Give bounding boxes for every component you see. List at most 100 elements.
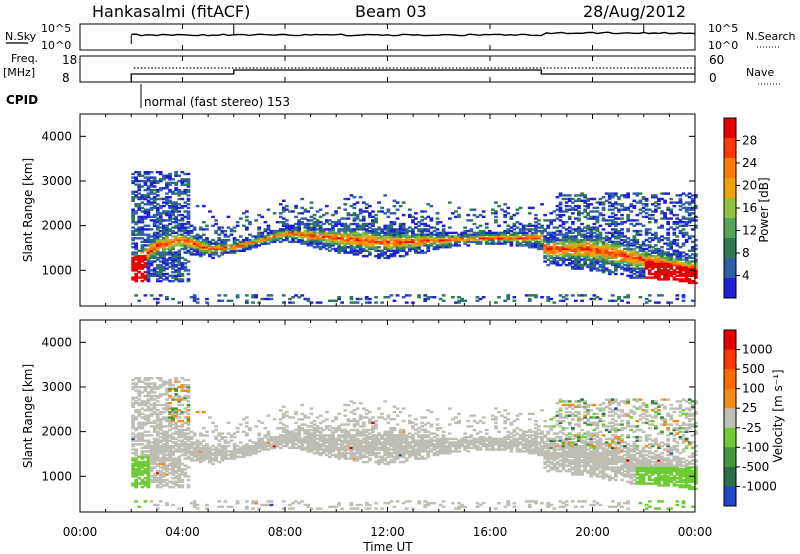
power-cell	[503, 215, 507, 219]
velocity-cell	[186, 387, 191, 391]
power-cell	[377, 228, 381, 231]
velocity-cell	[146, 439, 151, 442]
power-cell	[300, 206, 305, 210]
velocity-cell	[263, 427, 268, 430]
velocity-cell	[238, 441, 243, 444]
power-cell	[334, 242, 338, 245]
velocity-cell	[202, 427, 206, 430]
power-cell	[352, 228, 357, 231]
power-cell	[635, 222, 640, 226]
power-cell	[518, 228, 523, 231]
velocity-cell	[152, 412, 157, 416]
power-cell	[607, 192, 612, 195]
power-cell	[475, 231, 480, 235]
velocity-cell	[146, 443, 151, 446]
power-cell	[352, 240, 357, 244]
power-cell	[401, 254, 406, 258]
power-cell	[404, 235, 409, 238]
velocity-cell	[152, 391, 157, 394]
power-cell	[444, 235, 449, 238]
velocity-cell	[149, 466, 154, 469]
power-cell	[171, 265, 175, 269]
velocity-cell	[165, 468, 169, 471]
power-cell	[140, 244, 145, 247]
velocity-cell	[242, 453, 246, 457]
power-cell	[589, 226, 594, 229]
power-cell	[632, 272, 637, 276]
power-cell	[466, 229, 471, 233]
velocity-cell	[275, 437, 280, 441]
power-cell	[426, 224, 431, 227]
power-cell	[454, 238, 458, 242]
power-cell	[165, 240, 169, 244]
power-cell	[168, 201, 172, 204]
power-cell	[134, 263, 138, 267]
velocity-cell	[183, 385, 188, 389]
velocity-cell	[202, 457, 206, 460]
velocity-cell	[186, 391, 191, 394]
velocity-cell	[260, 503, 265, 507]
velocity-cell	[229, 453, 234, 457]
power-cell	[195, 240, 200, 244]
velocity-cell	[278, 434, 283, 437]
power-cell	[389, 294, 394, 297]
velocity-cell	[306, 416, 311, 419]
power-cell	[131, 181, 135, 185]
power-cell	[146, 271, 151, 274]
power-cell	[297, 222, 301, 226]
power-cell	[503, 213, 507, 217]
velocity-cell	[263, 448, 268, 451]
velocity-cell	[134, 469, 138, 473]
power-cell	[552, 240, 557, 244]
velocity-cell	[140, 380, 145, 383]
velocity-cell	[315, 444, 320, 448]
power-cell	[312, 238, 317, 242]
power-cell	[681, 269, 686, 272]
power-cell	[598, 265, 603, 269]
power-cell	[155, 212, 160, 215]
velocity-cell	[174, 393, 178, 396]
power-cell	[429, 235, 434, 238]
power-cell	[325, 247, 329, 251]
power-cell	[149, 171, 154, 174]
power-cell	[309, 231, 314, 235]
power-cell	[220, 238, 225, 242]
power-cell	[620, 213, 624, 217]
power-cell	[638, 256, 643, 260]
power-cell	[466, 238, 471, 242]
power-cell	[149, 238, 154, 242]
power-cell	[149, 294, 154, 297]
velocity-cell	[149, 409, 154, 412]
velocity-cell	[162, 468, 166, 471]
velocity-cell	[346, 439, 351, 442]
power-cell	[669, 267, 674, 270]
power-cell	[226, 226, 231, 229]
power-cell	[623, 208, 627, 211]
velocity-cell	[257, 439, 261, 442]
power-cell	[540, 229, 544, 233]
power-cell	[404, 244, 409, 247]
power-cell	[592, 254, 597, 258]
power-cell	[623, 238, 627, 242]
velocity-cell	[229, 450, 234, 453]
velocity-cell	[171, 477, 175, 480]
power-cell	[281, 221, 286, 224]
power-cell	[152, 196, 157, 199]
power-cell	[260, 240, 265, 244]
velocity-cell	[180, 396, 185, 399]
power-cell	[641, 244, 646, 247]
power-cell	[174, 224, 178, 227]
velocity-cell	[174, 457, 178, 460]
power-cell	[663, 201, 667, 204]
velocity-cell	[346, 430, 351, 433]
velocity-cell	[220, 453, 225, 457]
velocity-cell	[315, 434, 320, 437]
power-cell	[601, 217, 606, 220]
power-cell	[331, 231, 335, 235]
power-cell	[205, 240, 209, 244]
power-cell	[131, 262, 135, 265]
power-cell	[408, 229, 412, 233]
power-cell	[558, 242, 563, 245]
velocity-cell	[328, 441, 332, 444]
power-cell	[567, 240, 572, 244]
